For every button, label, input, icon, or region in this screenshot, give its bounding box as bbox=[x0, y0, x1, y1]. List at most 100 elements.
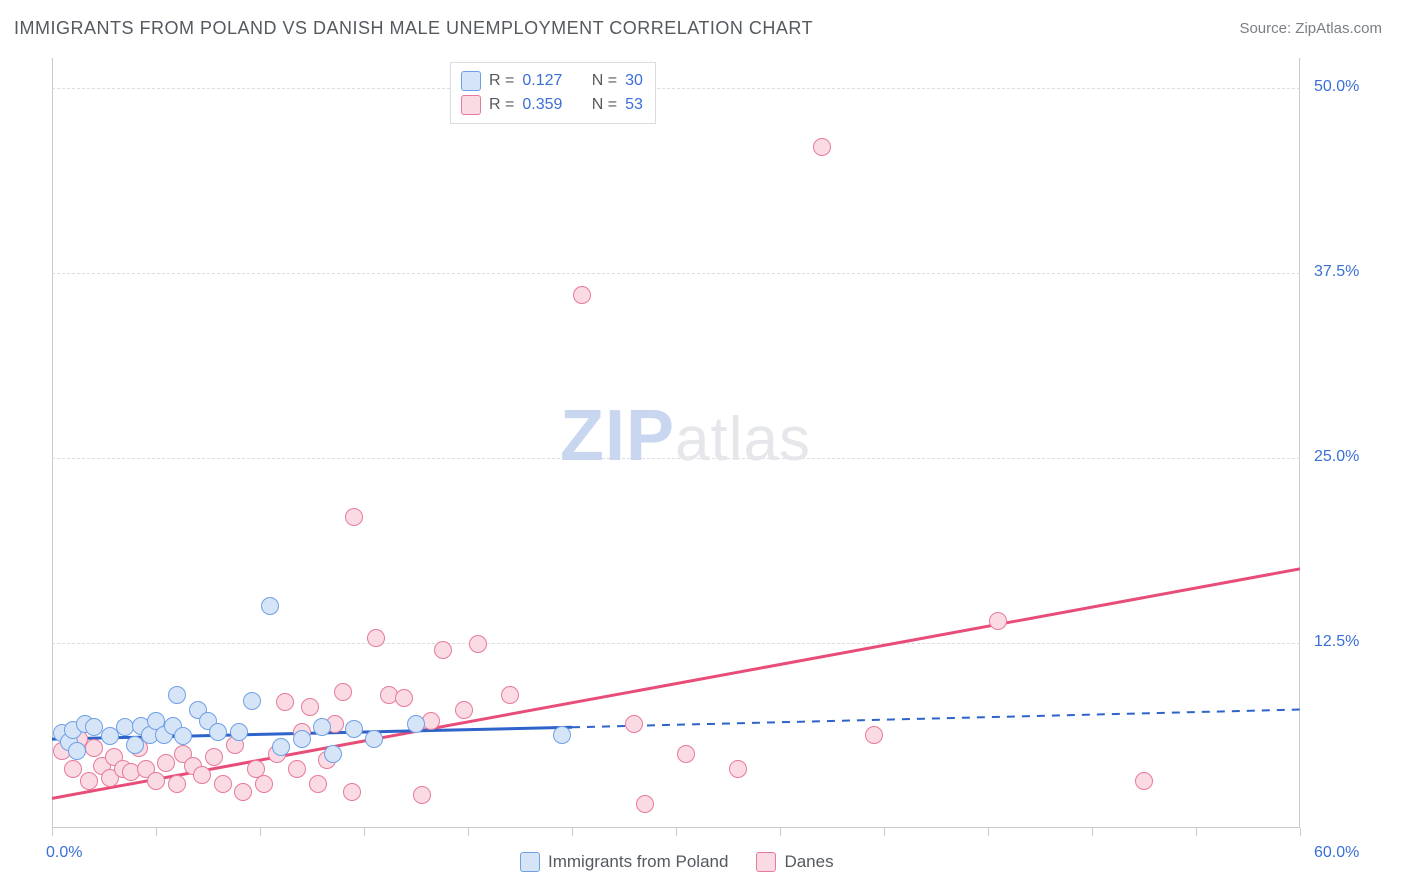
scatter-point bbox=[1135, 772, 1153, 790]
scatter-point bbox=[209, 723, 227, 741]
legend-r-value: 0.127 bbox=[522, 69, 562, 93]
gridline bbox=[52, 88, 1300, 89]
scatter-point bbox=[367, 629, 385, 647]
regression-lines bbox=[52, 58, 1300, 828]
scatter-point bbox=[455, 701, 473, 719]
scatter-point bbox=[625, 715, 643, 733]
scatter-point bbox=[147, 772, 165, 790]
x-tick bbox=[1300, 828, 1301, 836]
chart-title: IMMIGRANTS FROM POLAND VS DANISH MALE UN… bbox=[14, 18, 813, 39]
scatter-point bbox=[174, 727, 192, 745]
scatter-point bbox=[288, 760, 306, 778]
scatter-point bbox=[407, 715, 425, 733]
scatter-point bbox=[324, 745, 342, 763]
legend-r-text: R = bbox=[489, 93, 514, 117]
legend-n-text: N = bbox=[592, 93, 617, 117]
scatter-point bbox=[230, 723, 248, 741]
source-label: Source: ZipAtlas.com bbox=[1239, 20, 1382, 37]
legend-row: R = 0.127 N = 30 bbox=[461, 69, 643, 93]
scatter-point bbox=[345, 508, 363, 526]
scatter-point bbox=[168, 686, 186, 704]
scatter-point bbox=[243, 692, 261, 710]
gridline bbox=[52, 458, 1300, 459]
scatter-point bbox=[313, 718, 331, 736]
scatter-point bbox=[261, 597, 279, 615]
scatter-point bbox=[157, 754, 175, 772]
y-tick-label: 12.5% bbox=[1314, 633, 1359, 651]
scatter-point bbox=[293, 730, 311, 748]
scatter-point bbox=[80, 772, 98, 790]
scatter-point bbox=[334, 683, 352, 701]
scatter-point bbox=[85, 739, 103, 757]
x-tick bbox=[572, 828, 573, 836]
scatter-point bbox=[343, 783, 361, 801]
scatter-point bbox=[64, 760, 82, 778]
gridline bbox=[52, 273, 1300, 274]
x-tick bbox=[364, 828, 365, 836]
legend-swatch bbox=[461, 95, 481, 115]
regression-line-extrapolated bbox=[572, 710, 1300, 728]
scatter-point bbox=[677, 745, 695, 763]
scatter-point bbox=[205, 748, 223, 766]
legend-swatch bbox=[756, 852, 776, 872]
scatter-point bbox=[255, 775, 273, 793]
scatter-point bbox=[729, 760, 747, 778]
x-tick bbox=[884, 828, 885, 836]
legend-label: Danes bbox=[784, 852, 833, 872]
scatter-point bbox=[573, 286, 591, 304]
scatter-point bbox=[395, 689, 413, 707]
legend-item: Danes bbox=[756, 852, 833, 872]
legend-r-text: R = bbox=[489, 69, 514, 93]
scatter-point bbox=[553, 726, 571, 744]
scatter-point bbox=[214, 775, 232, 793]
scatter-point bbox=[434, 641, 452, 659]
axis-border-left bbox=[52, 58, 53, 828]
scatter-point bbox=[813, 138, 831, 156]
legend-r-value: 0.359 bbox=[522, 93, 562, 117]
scatter-point bbox=[636, 795, 654, 813]
x-tick bbox=[676, 828, 677, 836]
x-tick bbox=[260, 828, 261, 836]
y-tick-label: 37.5% bbox=[1314, 263, 1359, 281]
scatter-point bbox=[501, 686, 519, 704]
scatter-point bbox=[469, 635, 487, 653]
x-tick bbox=[780, 828, 781, 836]
y-tick-label: 25.0% bbox=[1314, 448, 1359, 466]
legend-n-text: N = bbox=[592, 69, 617, 93]
scatter-point bbox=[309, 775, 327, 793]
scatter-point bbox=[234, 783, 252, 801]
legend-n-value: 53 bbox=[625, 93, 643, 117]
series-legend: Immigrants from Poland Danes bbox=[520, 852, 834, 872]
x-tick bbox=[988, 828, 989, 836]
regression-line bbox=[52, 569, 1300, 799]
legend-swatch bbox=[461, 71, 481, 91]
scatter-point bbox=[301, 698, 319, 716]
correlation-legend: R = 0.127 N = 30R = 0.359 N = 53 bbox=[450, 62, 656, 124]
scatter-point bbox=[85, 718, 103, 736]
x-tick bbox=[1196, 828, 1197, 836]
legend-swatch bbox=[520, 852, 540, 872]
x-tick bbox=[156, 828, 157, 836]
legend-n-value: 30 bbox=[625, 69, 643, 93]
scatter-point bbox=[865, 726, 883, 744]
scatter-point bbox=[365, 730, 383, 748]
scatter-point bbox=[276, 693, 294, 711]
scatter-point bbox=[68, 742, 86, 760]
legend-label: Immigrants from Poland bbox=[548, 852, 728, 872]
legend-item: Immigrants from Poland bbox=[520, 852, 728, 872]
scatter-chart bbox=[52, 58, 1300, 828]
scatter-point bbox=[413, 786, 431, 804]
legend-row: R = 0.359 N = 53 bbox=[461, 93, 643, 117]
scatter-point bbox=[168, 775, 186, 793]
scatter-point bbox=[193, 766, 211, 784]
x-min-label: 0.0% bbox=[46, 844, 82, 862]
x-max-label: 60.0% bbox=[1314, 844, 1359, 862]
gridline bbox=[52, 643, 1300, 644]
y-tick-label: 50.0% bbox=[1314, 78, 1359, 96]
x-tick bbox=[52, 828, 53, 836]
axis-border-right bbox=[1299, 58, 1300, 828]
scatter-point bbox=[345, 720, 363, 738]
x-tick bbox=[1092, 828, 1093, 836]
scatter-point bbox=[272, 738, 290, 756]
x-tick bbox=[468, 828, 469, 836]
